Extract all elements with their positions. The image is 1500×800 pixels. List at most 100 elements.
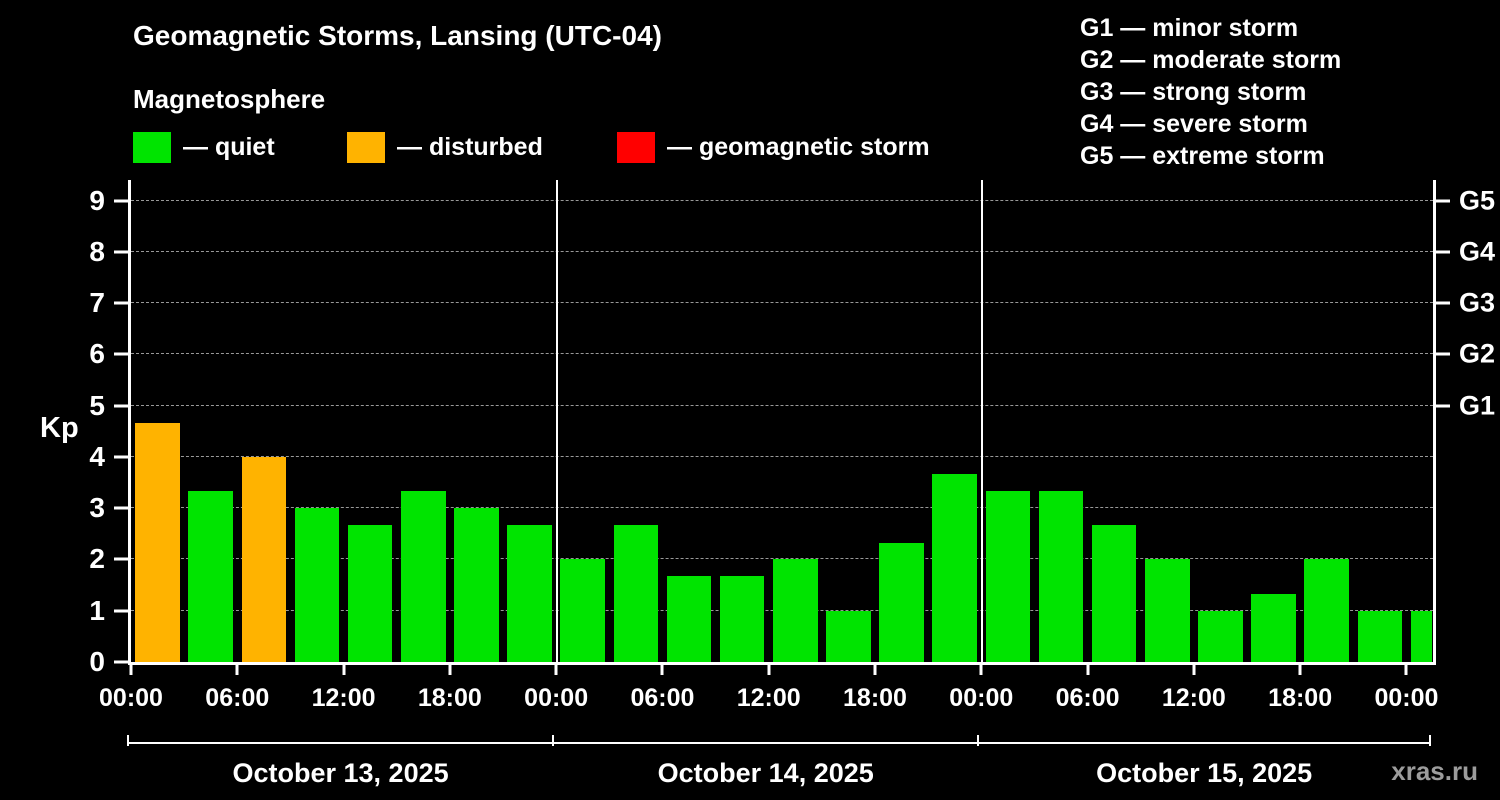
kp-bar — [1145, 559, 1190, 662]
kp-bar — [1304, 559, 1349, 662]
kp-bar — [560, 559, 605, 662]
gridline-kp-9 — [131, 199, 1433, 201]
g-axis-tick — [1436, 404, 1450, 408]
y-axis-tick — [114, 404, 128, 408]
x-axis-tick — [448, 662, 452, 675]
x-axis-tick-label: 06:00 — [630, 684, 695, 712]
kp-bar — [1038, 491, 1084, 662]
gridline-kp-3 — [131, 507, 1433, 509]
x-axis-tick-label: 00:00 — [1374, 684, 1439, 712]
x-axis-tick — [873, 662, 877, 675]
x-axis-tick — [554, 662, 558, 675]
x-axis-tick-label: 12:00 — [311, 684, 376, 712]
kp-bar-partial — [1410, 610, 1433, 662]
g-axis-tick — [1436, 250, 1450, 254]
kp-bar — [666, 576, 712, 662]
legend-item-quiet: — quiet — [133, 132, 275, 163]
legend-label-disturbed: — disturbed — [397, 133, 543, 161]
y-axis-tick-label: 0 — [89, 646, 105, 677]
date-axis: October 13, 2025 October 14, 2025 October … — [127, 735, 1431, 792]
g-level-label: G4 — [1459, 236, 1496, 267]
y-axis-tick — [114, 660, 128, 664]
x-axis-tick-label: 06:00 — [205, 684, 270, 712]
x-axis-tick-label: 12:00 — [736, 684, 801, 712]
x-axis-tick-label: 18:00 — [843, 684, 907, 712]
quiet-color-swatch — [133, 132, 171, 163]
g-level-label: G5 — [1459, 185, 1496, 215]
x-axis-tick — [342, 662, 346, 675]
g-axis-tick — [1436, 352, 1450, 356]
kp-bar — [879, 542, 924, 662]
x-axis-tick-label: 00:00 — [99, 684, 163, 712]
watermark: xras.ru — [1391, 756, 1478, 786]
kp-bar — [454, 508, 499, 662]
date-axis-tick — [552, 735, 555, 746]
y-axis-tick-label: 1 — [89, 594, 105, 626]
y-axis-tick-label: 9 — [89, 184, 105, 216]
kp-bar — [294, 508, 340, 662]
legend-item-storm: — geomagnetic storm — [617, 132, 930, 163]
x-axis-tick — [235, 662, 239, 675]
date-axis-tick — [977, 735, 980, 746]
g-level-label: G3 — [1459, 287, 1496, 318]
date-label: October 15, 2025 — [1096, 758, 1313, 788]
kp-bar — [932, 473, 977, 662]
legend-label-quiet: — quiet — [183, 133, 275, 161]
legend-item-disturbed: — disturbed — [347, 132, 543, 163]
x-axis-tick — [767, 662, 771, 675]
kp-bar — [507, 525, 552, 662]
y-axis-tick-label: 7 — [89, 287, 105, 319]
storm-scale-legend: G1 — minor storm G2 — moderate storm G3 … — [1080, 12, 1341, 172]
y-axis-tick — [114, 199, 128, 202]
kp-bar-chart: 0 1 2 3 4 5 6 7 8 9 G1 G2 G3 G4 G5 00:00 06:00 12:00 18:00… — [89, 180, 1495, 712]
x-axis-tick — [660, 662, 664, 675]
gridline-kp-4 — [131, 455, 1433, 457]
storm-scale-g4: G4 — severe storm — [1080, 110, 1308, 138]
date-label: October 14, 2025 — [657, 758, 874, 788]
y-axis-tick — [114, 455, 128, 459]
storm-scale-g2: G2 — moderate storm — [1080, 46, 1342, 74]
y-axis-tick-label: 4 — [89, 440, 105, 472]
y-axis-tick-label: 3 — [89, 492, 105, 524]
x-axis-tick — [129, 662, 133, 675]
kp-bar — [719, 576, 765, 662]
g-level-label: G1 — [1459, 390, 1496, 421]
y-axis-tick-label: 6 — [89, 338, 105, 370]
kp-bar — [1357, 610, 1403, 662]
kp-bar — [135, 422, 180, 662]
y-axis-tick-label: 5 — [89, 389, 105, 421]
y-axis-tick — [114, 352, 128, 356]
y-axis-tick — [114, 609, 128, 613]
x-axis-tick-label: 18:00 — [1268, 684, 1333, 712]
gridline-kp-5 — [131, 404, 1433, 406]
gridline-kp-2 — [131, 558, 1433, 560]
date-axis-tick — [1429, 735, 1431, 746]
y-axis-tick — [114, 557, 128, 561]
kp-bar — [1251, 593, 1296, 662]
day-separator — [981, 180, 984, 662]
g-axis-tick — [1436, 199, 1450, 202]
legend-label-storm: — geomagnetic storm — [667, 133, 930, 161]
x-axis-tick-label: 18:00 — [417, 684, 482, 712]
disturbed-color-swatch — [347, 132, 385, 163]
x-axis-tick — [1192, 662, 1196, 675]
y-axis-tick — [114, 506, 128, 510]
y-axis-tick-label: 8 — [89, 235, 105, 267]
y-axis-tick — [114, 250, 128, 254]
kp-bar — [241, 456, 287, 662]
kp-bar — [401, 491, 446, 662]
x-axis-tick — [1298, 662, 1302, 675]
kp-bar — [1198, 610, 1243, 662]
kp-bar — [1091, 525, 1137, 662]
kp-bar — [826, 610, 871, 662]
x-axis-tick-label: 00:00 — [949, 684, 1014, 712]
gridline-kp-8 — [131, 250, 1433, 252]
kp-bar — [985, 491, 1031, 662]
x-axis-tick — [979, 662, 983, 675]
gridline-kp-7 — [131, 302, 1433, 304]
g-level-label: G2 — [1459, 338, 1496, 369]
storm-color-swatch — [617, 132, 655, 163]
day-separator — [556, 180, 559, 662]
x-axis-tick-label: 00:00 — [524, 684, 589, 712]
storm-scale-g1: G1 — minor storm — [1080, 14, 1299, 42]
